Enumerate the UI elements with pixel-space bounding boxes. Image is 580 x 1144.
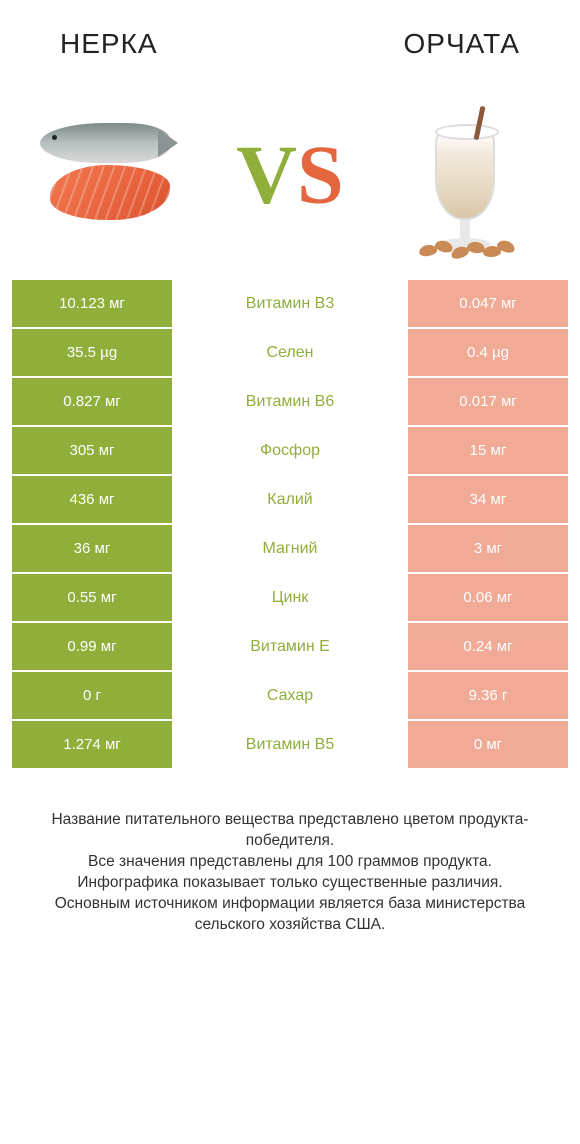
left-value-cell: 36 мг <box>12 525 172 572</box>
vs-v-letter: V <box>236 129 297 222</box>
table-row: 0.827 мгВитамин B60.017 мг <box>12 378 568 427</box>
footnote-text: Название питательного вещества представл… <box>0 770 580 936</box>
comparison-table: 10.123 мгВитамин B30.047 мг35.5 µgСелен0… <box>0 280 580 770</box>
salmon-icon <box>40 115 190 235</box>
table-row: 10.123 мгВитамин B30.047 мг <box>12 280 568 329</box>
left-value-cell: 35.5 µg <box>12 329 172 376</box>
vs-label: VS <box>236 127 343 224</box>
table-row: 305 мгФосфор15 мг <box>12 427 568 476</box>
right-value-cell: 9.36 г <box>408 672 568 719</box>
right-product-title: ОРЧАТА <box>404 28 520 60</box>
left-value-cell: 305 мг <box>12 427 172 474</box>
right-product-image <box>380 90 550 260</box>
right-value-cell: 0.047 мг <box>408 280 568 327</box>
nutrient-name-cell: Витамин B6 <box>172 378 408 425</box>
right-value-cell: 34 мг <box>408 476 568 523</box>
right-value-cell: 0 мг <box>408 721 568 768</box>
table-row: 0.55 мгЦинк0.06 мг <box>12 574 568 623</box>
right-value-cell: 15 мг <box>408 427 568 474</box>
table-row: 0.99 мгВитамин E0.24 мг <box>12 623 568 672</box>
nutrient-name-cell: Калий <box>172 476 408 523</box>
nutrient-name-cell: Селен <box>172 329 408 376</box>
left-value-cell: 436 мг <box>12 476 172 523</box>
vs-s-letter: S <box>297 129 344 222</box>
right-value-cell: 0.017 мг <box>408 378 568 425</box>
nutrient-name-cell: Витамин E <box>172 623 408 670</box>
right-value-cell: 0.24 мг <box>408 623 568 670</box>
left-product-title: НЕРКА <box>60 28 158 60</box>
nutrient-name-cell: Витамин B5 <box>172 721 408 768</box>
nutrient-name-cell: Цинк <box>172 574 408 621</box>
table-row: 35.5 µgСелен0.4 µg <box>12 329 568 378</box>
left-value-cell: 0 г <box>12 672 172 719</box>
table-row: 36 мгМагний3 мг <box>12 525 568 574</box>
left-value-cell: 0.99 мг <box>12 623 172 670</box>
table-row: 436 мгКалий34 мг <box>12 476 568 525</box>
nutrient-name-cell: Фосфор <box>172 427 408 474</box>
nutrient-name-cell: Сахар <box>172 672 408 719</box>
hero-section: VS <box>0 70 580 280</box>
left-value-cell: 0.55 мг <box>12 574 172 621</box>
header: НЕРКА ОРЧАТА <box>0 0 580 70</box>
nutrient-name-cell: Магний <box>172 525 408 572</box>
right-value-cell: 0.4 µg <box>408 329 568 376</box>
right-value-cell: 3 мг <box>408 525 568 572</box>
horchata-icon <box>405 90 525 260</box>
left-value-cell: 1.274 мг <box>12 721 172 768</box>
right-value-cell: 0.06 мг <box>408 574 568 621</box>
left-product-image <box>30 90 200 260</box>
nutrient-name-cell: Витамин B3 <box>172 280 408 327</box>
left-value-cell: 10.123 мг <box>12 280 172 327</box>
left-value-cell: 0.827 мг <box>12 378 172 425</box>
table-row: 1.274 мгВитамин B50 мг <box>12 721 568 770</box>
table-row: 0 гСахар9.36 г <box>12 672 568 721</box>
